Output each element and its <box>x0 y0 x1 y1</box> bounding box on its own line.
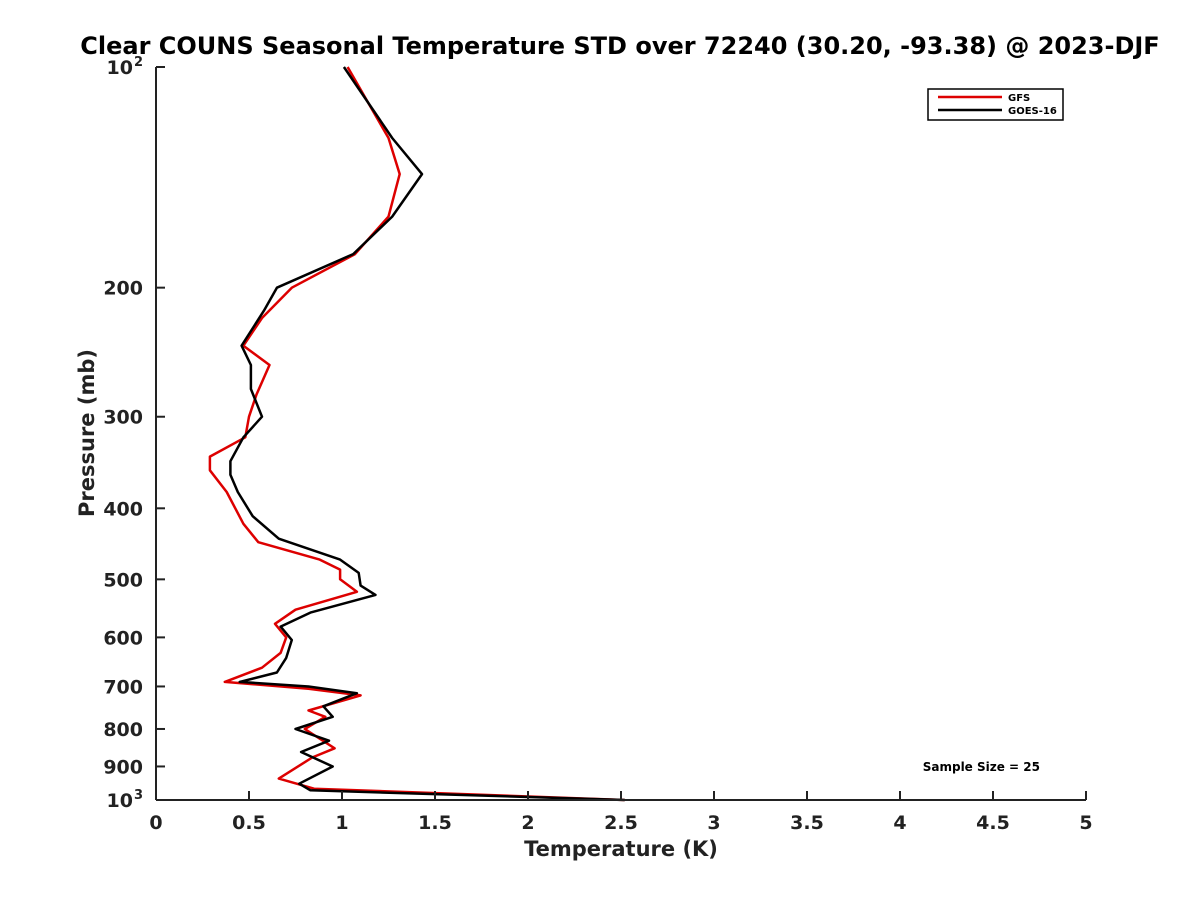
x-tick-label: 1 <box>335 812 348 834</box>
x-tick-label: 3.5 <box>790 812 824 834</box>
series-line-gfs <box>208 66 625 802</box>
legend-label-gfs: GFS <box>1008 93 1030 104</box>
series-line-goes16 <box>229 66 625 802</box>
y-axis-label: Pressure (mb) <box>75 349 99 517</box>
x-tick-label: 4.5 <box>976 812 1010 834</box>
x-tick-label: 0 <box>149 812 162 834</box>
y-tick-label: 10 <box>107 57 133 79</box>
plot-area: 0 0.5 1 1.5 2 2.5 3 3.5 4 4.5 5 10 2200300400500600… <box>103 55 1092 834</box>
legend-label-goes16: GOES-16 <box>1008 106 1057 117</box>
chart-title: Clear COUNS Seasonal Temperature STD ove… <box>80 32 1159 60</box>
y-tick-label: 600 <box>103 627 143 649</box>
x-tick-label: 2.5 <box>604 812 638 834</box>
y-tick-exponent: 2 <box>134 55 143 70</box>
sample-size-annotation: Sample Size = 25 <box>923 760 1040 774</box>
y-tick-label: 300 <box>103 407 143 429</box>
x-tick-label: 3 <box>707 812 720 834</box>
y-tick-label: 700 <box>103 676 143 698</box>
x-tick-label: 4 <box>893 812 906 834</box>
y-tick-label: 400 <box>103 498 143 520</box>
x-tick-label: 1.5 <box>418 812 452 834</box>
y-tick-label: 900 <box>103 756 143 778</box>
x-tick-label: 0.5 <box>232 812 266 834</box>
y-tick-label: 800 <box>103 719 143 741</box>
y-tick-label: 500 <box>103 569 143 591</box>
x-axis-label: Temperature (K) <box>524 837 718 861</box>
series-layer <box>208 66 625 802</box>
legend-box <box>927 88 1064 121</box>
legend: GFS GOES-16 <box>927 88 1064 121</box>
y-tick-exponent: 3 <box>134 788 143 803</box>
x-tick-label: 5 <box>1079 812 1092 834</box>
y-tick-label: 200 <box>103 278 143 300</box>
y-tick-label: 10 <box>107 790 133 812</box>
x-ticks: 0 0.5 1 1.5 2 2.5 3 3.5 4 4.5 5 <box>149 791 1093 834</box>
x-tick-label: 2 <box>521 812 534 834</box>
